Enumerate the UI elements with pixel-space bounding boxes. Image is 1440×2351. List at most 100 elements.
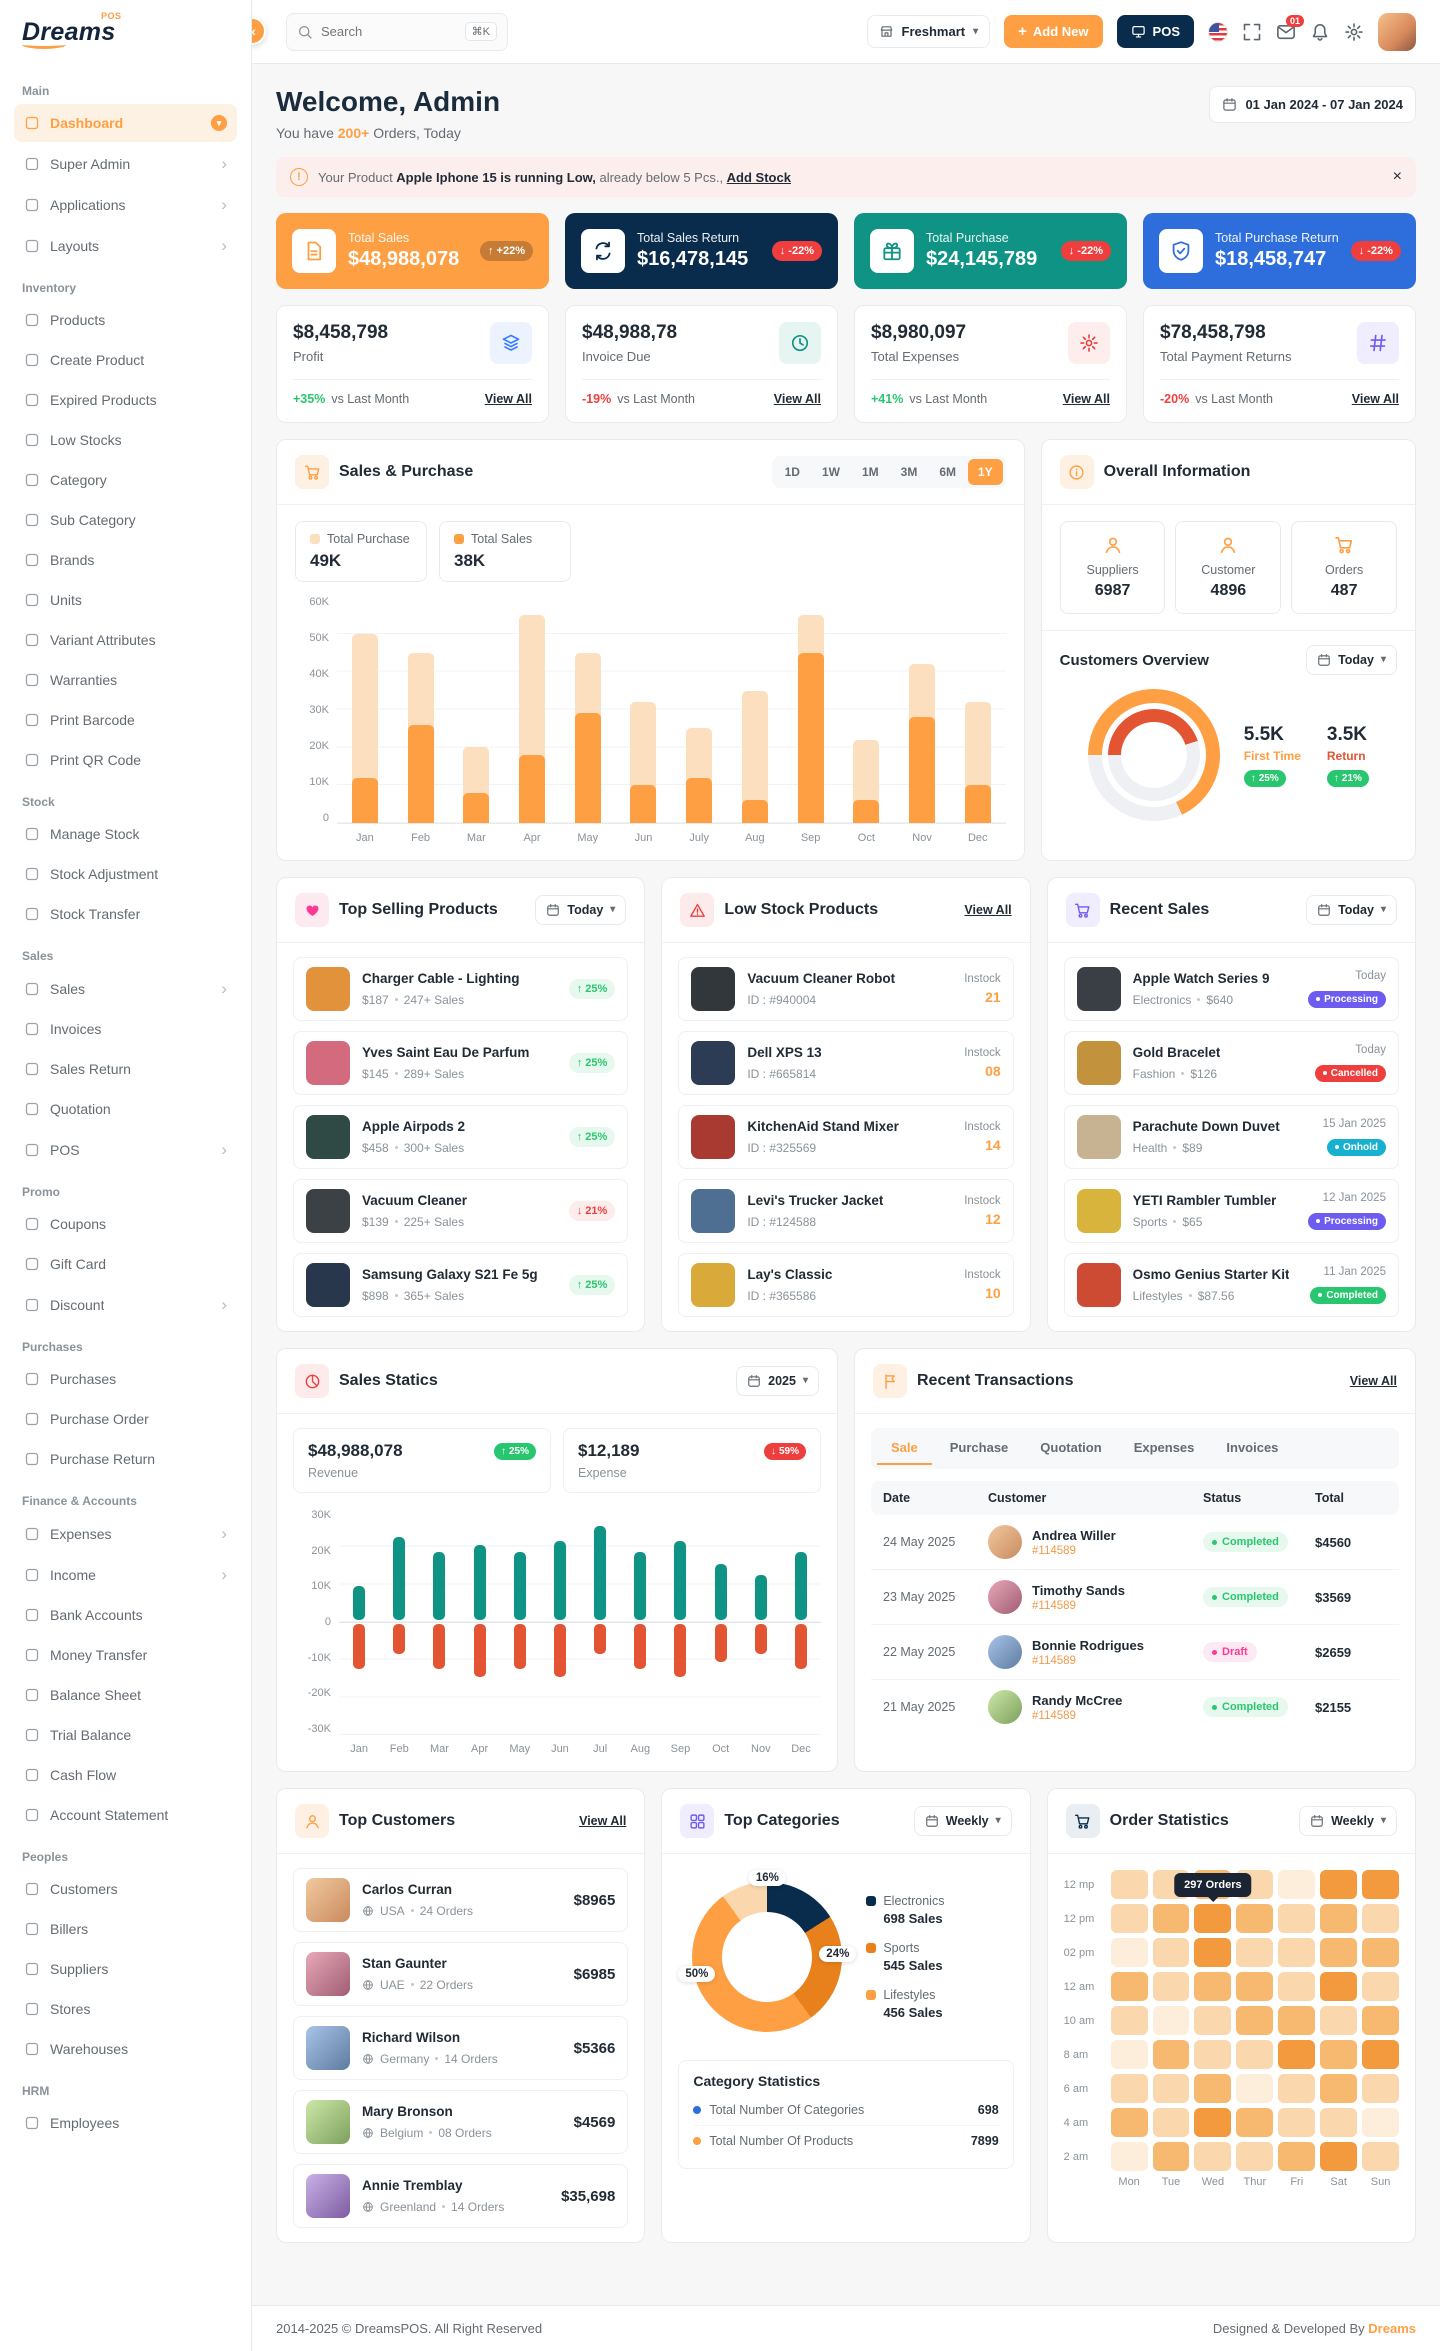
heatmap-cell[interactable]: [1194, 2074, 1232, 2103]
heatmap-cell[interactable]: [1362, 2006, 1399, 2035]
sidebar-item-cash-flow[interactable]: Cash Flow: [14, 1756, 237, 1794]
top-categories-filter[interactable]: Weekly ▾: [913, 1806, 1012, 1836]
bar-feb[interactable]: [379, 1509, 419, 1735]
sidebar-item-trial-balance[interactable]: Trial Balance: [14, 1716, 237, 1754]
view-all-link[interactable]: View All: [773, 392, 821, 406]
notifications-icon[interactable]: [1310, 22, 1330, 42]
transaction-row[interactable]: 21 May 2025 Randy McCree #114589 Completed $…: [871, 1680, 1399, 1734]
sale-row[interactable]: Apple Watch Series 9 Electronics $640 Today…: [1063, 957, 1399, 1021]
heatmap-cell[interactable]: [1194, 2006, 1232, 2035]
heatmap-cell[interactable]: [1110, 1870, 1148, 1899]
heatmap-cell[interactable]: [1236, 2108, 1274, 2137]
customer-row[interactable]: Richard Wilson Germany 14 Orders $5366: [293, 2016, 629, 2080]
product-row[interactable]: Vacuum Cleaner Robot ID : #940004 Instock 2…: [678, 957, 1014, 1021]
bar-aug[interactable]: [620, 1509, 660, 1735]
heatmap-cell[interactable]: [1110, 2006, 1148, 2035]
sidebar-item-quotation[interactable]: Quotation: [14, 1090, 237, 1128]
heatmap-cell[interactable]: [1362, 1938, 1399, 1967]
transaction-row[interactable]: 23 May 2025 Timothy Sands #114589 Completed…: [871, 1570, 1399, 1625]
sidebar-item-manage-stock[interactable]: Manage Stock: [14, 815, 237, 853]
heatmap-cell[interactable]: [1110, 2108, 1148, 2137]
bar-sep[interactable]: [783, 596, 839, 823]
add-new-button[interactable]: + Add New: [1004, 15, 1103, 48]
transaction-row[interactable]: 22 May 2025 Bonnie Rodrigues #114589 Draft $…: [871, 1625, 1399, 1680]
sidebar-item-gift-card[interactable]: Gift Card: [14, 1245, 237, 1283]
heatmap-cell[interactable]: [1362, 2040, 1399, 2069]
heatmap-cell[interactable]: [1110, 2040, 1148, 2069]
heatmap-cell[interactable]: [1110, 2074, 1148, 2103]
heatmap-cell[interactable]: [1362, 1904, 1399, 1933]
sidebar-item-purchases[interactable]: Purchases: [14, 1360, 237, 1398]
heatmap-cell[interactable]: [1278, 1972, 1316, 2001]
sidebar-item-dashboard[interactable]: Dashboard ▾: [14, 104, 237, 142]
bar-dec[interactable]: [950, 596, 1006, 823]
bar-jun[interactable]: [540, 1509, 580, 1735]
customers-overview-filter[interactable]: Today ▾: [1306, 645, 1397, 675]
heatmap-cell[interactable]: [1110, 2142, 1148, 2171]
product-row[interactable]: Samsung Galaxy S21 Fe 5g $898 365+ Sales ↑ …: [293, 1253, 629, 1317]
heatmap-cell[interactable]: [1278, 2108, 1316, 2137]
heatmap-cell[interactable]: [1320, 2074, 1358, 2103]
heatmap-cell[interactable]: [1320, 2006, 1358, 2035]
sidebar-item-customers[interactable]: Customers: [14, 1870, 237, 1908]
customer-row[interactable]: Carlos Curran USA 24 Orders $8965: [293, 1868, 629, 1932]
heatmap-cell[interactable]: [1236, 1972, 1274, 2001]
heatmap-cell[interactable]: [1152, 1938, 1190, 1967]
heatmap-cell[interactable]: [1278, 1904, 1316, 1933]
sidebar-item-sales[interactable]: Sales ›: [14, 969, 237, 1008]
heatmap-cell[interactable]: [1152, 1904, 1190, 1933]
product-row[interactable]: Apple Airpods 2 $458 300+ Sales ↑ 25%: [293, 1105, 629, 1169]
heatmap-cell[interactable]: [1278, 2006, 1316, 2035]
range-1w[interactable]: 1W: [812, 459, 850, 485]
heatmap-cell[interactable]: [1320, 2108, 1358, 2137]
range-1m[interactable]: 1M: [852, 459, 889, 485]
sidebar-item-category[interactable]: Category: [14, 461, 237, 499]
sidebar-item-invoices[interactable]: Invoices: [14, 1010, 237, 1048]
heatmap-cell[interactable]: [1278, 1870, 1316, 1899]
heatmap-cell[interactable]: [1278, 2040, 1316, 2069]
date-range-picker[interactable]: 01 Jan 2024 - 07 Jan 2024: [1209, 86, 1416, 123]
bar-apr[interactable]: [460, 1509, 500, 1735]
sale-row[interactable]: Gold Bracelet Fashion $126 Today Cancelled: [1063, 1031, 1399, 1095]
pos-button[interactable]: POS: [1116, 15, 1194, 48]
sidebar-item-employees[interactable]: Employees: [14, 2104, 237, 2142]
mail-button[interactable]: 01: [1276, 14, 1304, 42]
add-stock-link[interactable]: Add Stock: [726, 169, 791, 185]
bar-may[interactable]: [500, 1509, 540, 1735]
dreams-link[interactable]: Dreams: [1368, 2321, 1416, 2336]
sidebar-item-balance-sheet[interactable]: Balance Sheet: [14, 1676, 237, 1714]
bar-mar[interactable]: [419, 1509, 459, 1735]
heatmap-cell[interactable]: [1152, 2006, 1190, 2035]
bar-apr[interactable]: [504, 596, 560, 823]
bar-mar[interactable]: [448, 596, 504, 823]
sidebar-item-warranties[interactable]: Warranties: [14, 661, 237, 699]
sidebar-item-expired-products[interactable]: Expired Products: [14, 381, 237, 419]
sidebar-item-coupons[interactable]: Coupons: [14, 1205, 237, 1243]
sidebar-item-brands[interactable]: Brands: [14, 541, 237, 579]
heatmap-cell[interactable]: [1362, 1972, 1399, 2001]
sidebar-item-bank-accounts[interactable]: Bank Accounts: [14, 1596, 237, 1634]
heatmap-cell[interactable]: [1320, 2040, 1358, 2069]
tab-sale[interactable]: Sale: [877, 1432, 932, 1465]
sidebar-item-income[interactable]: Income ›: [14, 1555, 237, 1594]
sale-row[interactable]: Parachute Down Duvet Health $89 15 Jan 2025…: [1063, 1105, 1399, 1169]
top-selling-filter[interactable]: Today ▾: [535, 895, 627, 925]
sidebar-item-layouts[interactable]: Layouts ›: [14, 226, 237, 265]
bar-feb[interactable]: [393, 596, 449, 823]
year-filter[interactable]: 2025 ▾: [736, 1366, 819, 1396]
bar-july[interactable]: [671, 596, 727, 823]
heatmap-cell[interactable]: [1362, 2074, 1399, 2103]
bar-dec[interactable]: [781, 1509, 821, 1735]
sidebar-item-variant-attributes[interactable]: Variant Attributes: [14, 621, 237, 659]
heatmap-cell[interactable]: [1110, 1938, 1148, 1967]
sidebar-item-create-product[interactable]: Create Product: [14, 341, 237, 379]
range-1d[interactable]: 1D: [775, 459, 810, 485]
view-all-link[interactable]: View All: [1349, 1374, 1397, 1388]
sale-row[interactable]: Osmo Genius Starter Kit Lifestyles $87.56 1…: [1063, 1253, 1399, 1317]
customer-row[interactable]: Mary Bronson Belgium 08 Orders $4569: [293, 2090, 629, 2154]
sidebar-item-money-transfer[interactable]: Money Transfer: [14, 1636, 237, 1674]
product-row[interactable]: Dell XPS 13 ID : #665814 Instock 08: [678, 1031, 1014, 1095]
heatmap-cell[interactable]: [1320, 1870, 1358, 1899]
view-all-link[interactable]: View All: [1351, 392, 1399, 406]
heatmap-cell[interactable]: [1320, 1972, 1358, 2001]
